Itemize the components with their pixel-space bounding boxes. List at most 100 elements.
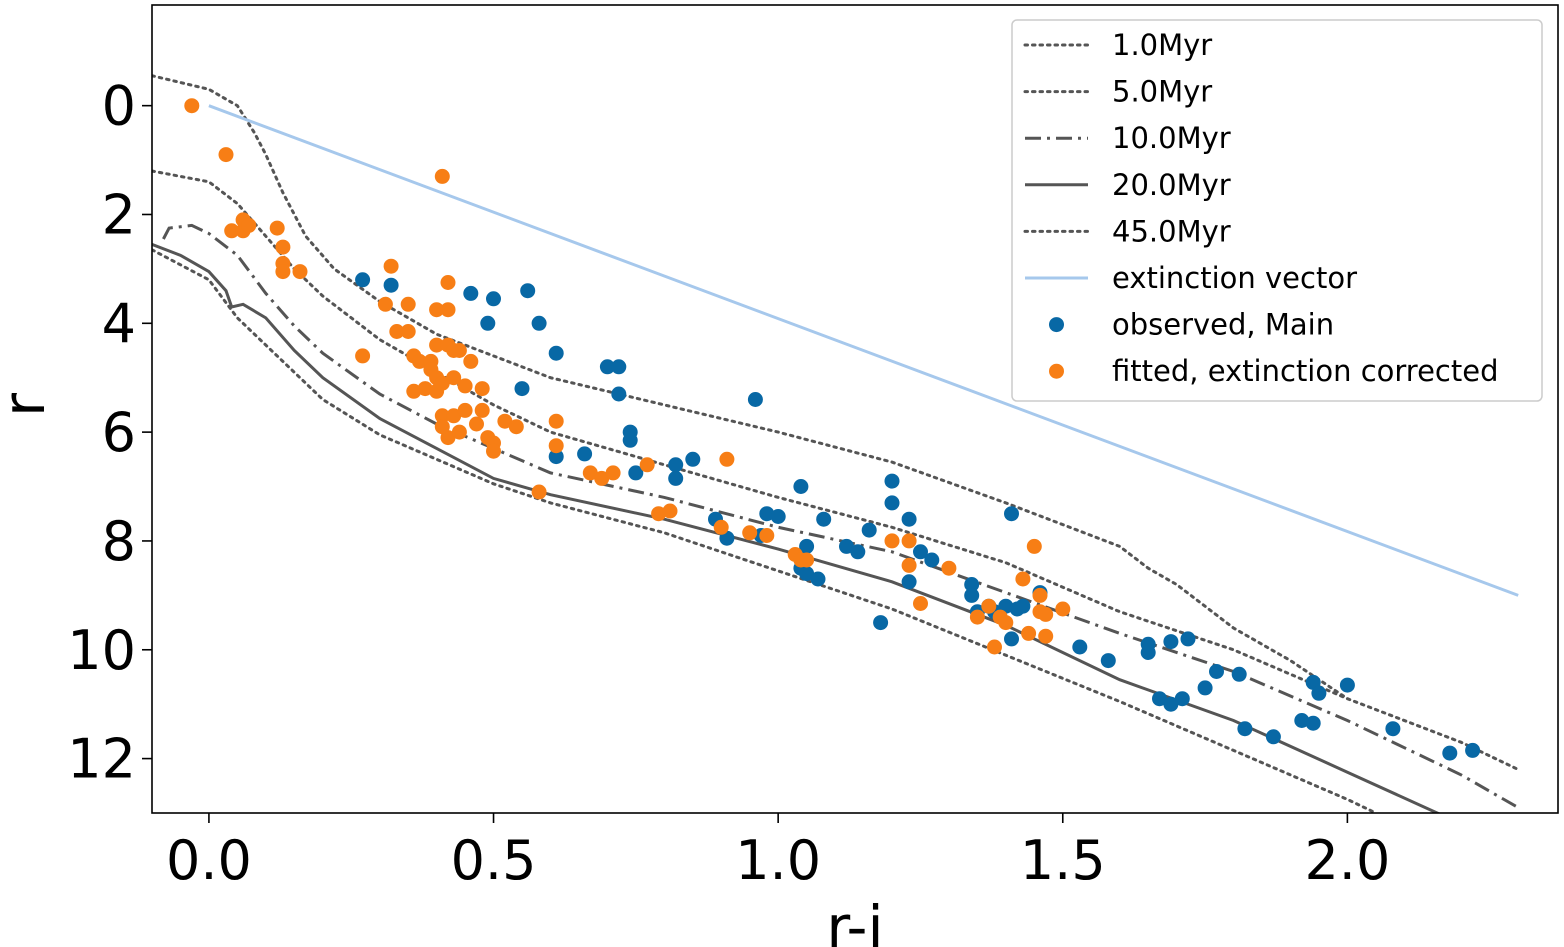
observed-point xyxy=(1442,745,1458,761)
y-tick-label: 0 xyxy=(102,75,136,138)
fitted-point xyxy=(383,258,399,274)
fitted-point xyxy=(913,596,928,611)
legend-label: fitted, extinction corrected xyxy=(1112,354,1499,388)
observed-point xyxy=(463,285,479,301)
observed-point xyxy=(799,538,815,554)
fitted-point xyxy=(463,353,479,369)
fitted-point xyxy=(451,424,467,440)
fitted-point xyxy=(508,419,524,435)
fitted-point xyxy=(417,381,433,397)
x-axis-ticks: 0.0 0.5 1.0 1.5 2.0 xyxy=(166,813,1390,892)
observed-point xyxy=(1209,664,1224,679)
observed-point xyxy=(1163,696,1179,712)
observed-point xyxy=(839,538,854,554)
observed-point xyxy=(355,272,371,288)
observed-point xyxy=(599,359,615,375)
fitted-point xyxy=(474,402,490,418)
observed-point xyxy=(685,451,701,467)
legend-label: 1.0Myr xyxy=(1112,28,1212,62)
fitted-point xyxy=(548,438,564,454)
y-tick-label: 4 xyxy=(102,292,136,355)
fitted-point xyxy=(434,168,450,184)
y-tick-label: 12 xyxy=(67,728,136,791)
fitted-point xyxy=(1021,625,1037,641)
observed-point xyxy=(1465,742,1481,758)
legend: 1.0Myr 5.0Myr 10.0Myr 20.0Myr 45.0Myr extinct… xyxy=(1011,19,1543,402)
legend-label: observed, Main xyxy=(1112,308,1334,342)
observed-point xyxy=(611,359,627,375)
x-tick-label: 1.0 xyxy=(735,829,821,892)
legend-label: 45.0Myr xyxy=(1112,214,1231,248)
fitted-point xyxy=(184,98,200,114)
line-5-0myr xyxy=(152,169,1520,771)
legend-label: extinction vector xyxy=(1112,261,1357,295)
observed-point xyxy=(383,277,399,293)
observed-point xyxy=(1100,653,1116,669)
fitted-point xyxy=(451,343,467,358)
y-axis-ticks: 0 2 4 6 8 10 12 xyxy=(67,75,152,791)
observed-point xyxy=(486,291,501,307)
observed-point xyxy=(924,552,940,568)
fitted-point xyxy=(406,383,422,399)
observed-point xyxy=(861,522,877,538)
y-tick-label: 6 xyxy=(102,401,136,464)
fitted-point xyxy=(241,217,257,233)
fitted-point xyxy=(469,416,484,432)
fitted-point xyxy=(497,413,513,429)
fitted-point xyxy=(941,560,957,576)
fitted-point xyxy=(901,557,917,573)
observed-point xyxy=(1180,631,1196,647)
fitted-point xyxy=(446,370,462,386)
observed-point xyxy=(901,511,917,527)
fitted-point xyxy=(799,552,815,568)
observed-point xyxy=(850,544,866,560)
observed-point xyxy=(1015,598,1031,614)
fitted-point xyxy=(434,408,450,424)
fitted-point xyxy=(605,465,621,481)
observed-point xyxy=(816,511,832,527)
observed-point xyxy=(1305,715,1321,731)
x-tick-label: 2.0 xyxy=(1304,829,1390,892)
legend-marker-observed-main xyxy=(1049,317,1064,333)
fitted-point xyxy=(531,484,547,500)
fitted-point xyxy=(457,378,473,394)
y-tick-label: 10 xyxy=(67,619,136,682)
fitted-point xyxy=(389,324,405,339)
x-tick-label: 1.5 xyxy=(1020,829,1106,892)
fitted-point xyxy=(224,223,240,239)
observed-point xyxy=(1294,713,1310,728)
y-tick-label: 2 xyxy=(102,183,136,246)
fitted-point xyxy=(269,220,285,236)
x-tick-label: 0.5 xyxy=(451,829,537,892)
fitted-point xyxy=(218,147,234,163)
fitted-point xyxy=(901,533,917,549)
observed-point xyxy=(770,509,786,524)
observed-point xyxy=(1140,645,1156,660)
x-tick-label: 0.0 xyxy=(166,829,252,892)
fitted-point xyxy=(275,239,291,255)
observed-point xyxy=(548,449,564,465)
observed-point xyxy=(1174,691,1190,707)
fitted-point xyxy=(429,337,445,353)
observed-point xyxy=(1265,729,1281,745)
fitted-point xyxy=(969,609,985,625)
fitted-point xyxy=(1055,601,1071,617)
fitted-point xyxy=(981,598,997,614)
x-axis-label: r-i xyxy=(826,893,883,947)
legend-box xyxy=(1011,19,1543,402)
observed-point xyxy=(747,392,763,407)
line-45-0myr xyxy=(152,248,1378,813)
observed-point xyxy=(1311,685,1327,701)
fitted-point xyxy=(1015,571,1031,587)
fitted-point xyxy=(713,519,729,535)
observed-point xyxy=(548,345,564,361)
fitted-point xyxy=(377,296,393,312)
fitted-point xyxy=(1038,606,1054,622)
fitted-point xyxy=(440,430,456,446)
observed-point xyxy=(884,495,900,511)
observed-point xyxy=(1004,631,1019,647)
fitted-point xyxy=(440,275,456,290)
legend-marker-fitted-extinction-corrected xyxy=(1049,363,1064,379)
observed-point xyxy=(873,615,889,631)
